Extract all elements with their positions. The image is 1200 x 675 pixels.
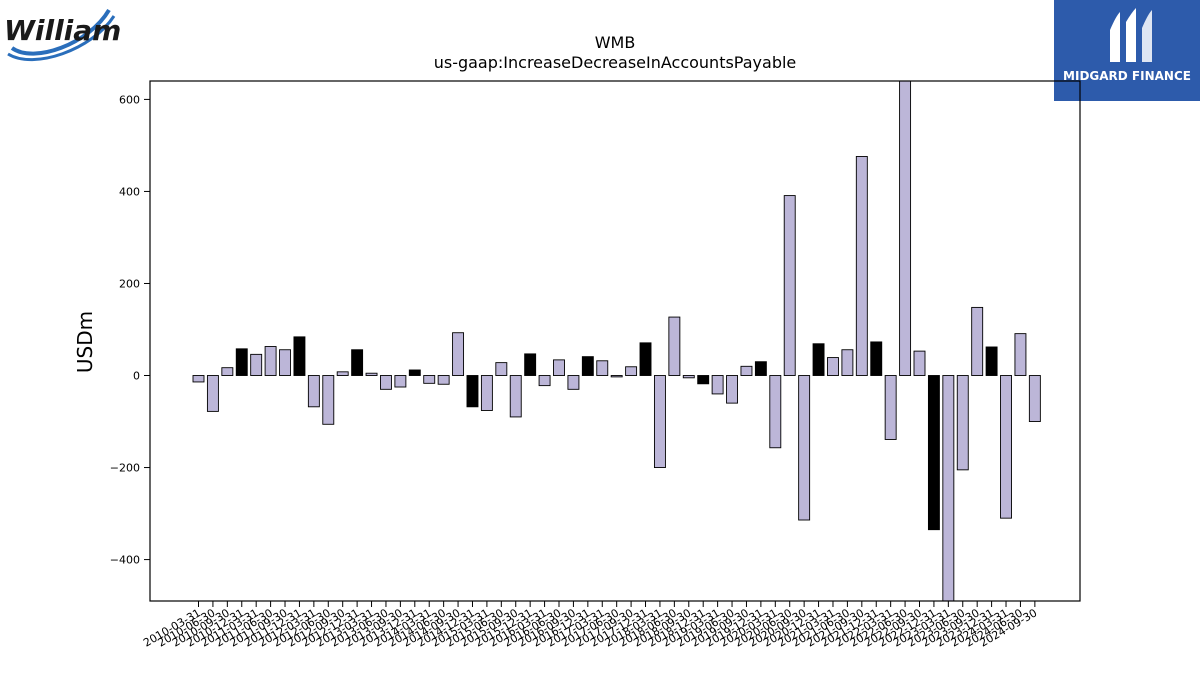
bar-2019-03-31 xyxy=(711,375,724,395)
bar-2023-12-31 xyxy=(985,346,998,376)
bar-2014-09-30 xyxy=(452,332,465,376)
bar-2015-06-30 xyxy=(495,362,508,376)
bar-2016-12-31 xyxy=(581,356,594,376)
bar-2016-03-31 xyxy=(538,375,551,387)
y-tick-label: −400 xyxy=(110,554,140,567)
bar-2016-06-30 xyxy=(553,359,565,376)
bar-2017-09-30 xyxy=(625,366,638,376)
bar-2011-12-31 xyxy=(293,336,306,376)
bar-2024-09-30 xyxy=(1028,375,1041,422)
chart-subtitle: us-gaap:IncreaseDecreaseInAccountsPayabl… xyxy=(434,53,797,72)
plot-frame xyxy=(149,80,1081,602)
bar-2010-09-30 xyxy=(221,367,234,376)
bar-2021-06-30 xyxy=(841,349,854,376)
bar-2015-03-31 xyxy=(480,375,493,411)
bar-2011-06-30 xyxy=(264,346,277,376)
bar-2020-03-31 xyxy=(769,375,782,449)
bar-2022-06-30 xyxy=(899,80,912,376)
y-tick-label: 600 xyxy=(119,93,140,106)
bar-2015-09-30 xyxy=(509,375,522,418)
bar-2012-12-31 xyxy=(351,349,364,376)
y-axis-label: USDm xyxy=(73,311,97,373)
bar-2024-06-30 xyxy=(1014,333,1027,376)
bar-2021-12-31 xyxy=(870,341,883,376)
bar-2013-03-31 xyxy=(365,372,378,376)
y-tick-label: 200 xyxy=(119,277,140,290)
bar-2011-03-31 xyxy=(250,353,263,376)
williams-logo: Williams xyxy=(4,4,138,66)
chart-title: WMB xyxy=(595,33,636,52)
bar-2020-12-31 xyxy=(812,343,825,376)
bar-2014-03-31 xyxy=(423,375,436,384)
bar-2023-06-30 xyxy=(956,375,969,471)
bar-2020-09-30 xyxy=(798,375,811,521)
bar-2023-09-30 xyxy=(971,306,984,376)
bar-2015-12-31 xyxy=(524,353,537,376)
bar-2019-06-30 xyxy=(726,375,738,404)
bar-2022-03-31 xyxy=(884,375,897,440)
bar-2013-09-30 xyxy=(394,375,407,388)
bar-2012-09-30 xyxy=(336,371,349,376)
midgard-finance-logo: MIDGARD FINANCE xyxy=(1054,0,1200,101)
bar-2022-09-30 xyxy=(913,350,926,376)
bar-2012-03-31 xyxy=(307,375,320,408)
y-axis: −400 −200 0 200 400 600 xyxy=(110,93,150,567)
bar-2017-12-31 xyxy=(639,342,652,376)
bar-2020-06-30 xyxy=(783,195,796,376)
bar-2018-09-30 xyxy=(682,375,695,379)
bar-2016-09-30 xyxy=(567,375,580,390)
bar-2022-12-31 xyxy=(927,375,940,531)
bar-2014-12-31 xyxy=(466,375,479,408)
bar-2018-12-31 xyxy=(697,375,710,385)
bar-2021-09-30 xyxy=(855,156,868,376)
bar-2017-03-31 xyxy=(596,360,609,376)
y-tick-label: −200 xyxy=(110,462,140,475)
y-tick-label: 400 xyxy=(119,185,140,198)
x-axis: 2010-03-312010-06-302010-09-302010-12-31… xyxy=(141,601,1039,650)
bar-2017-06-30 xyxy=(610,375,623,378)
y-tick-label: 0 xyxy=(133,370,140,383)
bar-2011-09-30 xyxy=(279,349,291,376)
bar-2014-06-30 xyxy=(437,375,450,385)
bar-2023-03-31 xyxy=(942,375,955,602)
bar-2024-03-31 xyxy=(1000,375,1012,519)
bar-2019-09-30 xyxy=(740,365,753,376)
williams-logo-text: Williams xyxy=(4,14,120,47)
bar-2013-06-30 xyxy=(380,375,392,390)
bar-2018-03-31 xyxy=(653,375,666,469)
bar-2021-03-31 xyxy=(827,357,839,376)
bar-2018-06-30 xyxy=(668,316,681,376)
bar-2010-03-31 xyxy=(192,375,205,383)
bar-2019-12-31 xyxy=(754,361,767,376)
bar-2010-06-30 xyxy=(206,375,219,412)
bars-group xyxy=(192,80,1041,602)
midgard-finance-logo-text: MIDGARD FINANCE xyxy=(1063,69,1191,83)
bar-2013-12-31 xyxy=(408,369,421,376)
bar-2010-12-31 xyxy=(235,348,248,376)
bar-2012-06-30 xyxy=(322,375,335,425)
